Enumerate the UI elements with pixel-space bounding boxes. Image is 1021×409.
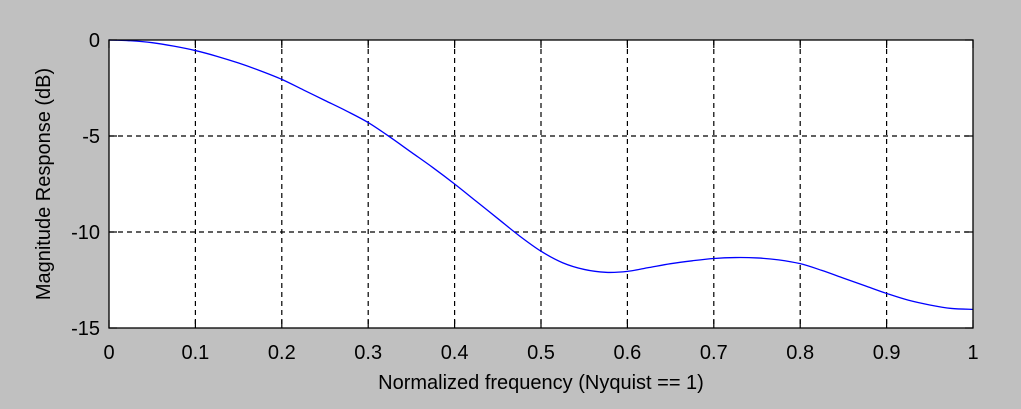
x-tick-labels: 0 0.1 0.2 0.3 0.4 0.5 0.6 0.7 0.8 0.9 1 xyxy=(103,342,978,364)
y-tick-labels: 0 -5 -10 -15 xyxy=(71,30,100,340)
x-tick-label: 0 xyxy=(103,342,114,364)
x-tick-label: 0.5 xyxy=(527,342,555,364)
x-tick-label: 0.4 xyxy=(441,342,469,364)
x-tick-label: 0.8 xyxy=(786,342,814,364)
x-tick-label: 1 xyxy=(967,342,978,364)
x-tick-label: 0.6 xyxy=(613,342,641,364)
x-tick-label: 0.2 xyxy=(268,342,296,364)
x-axis-label: Normalized frequency (Nyquist == 1) xyxy=(378,372,704,394)
x-tick-label: 0.7 xyxy=(700,342,728,364)
x-tick-label: 0.1 xyxy=(181,342,209,364)
y-tick-label: -15 xyxy=(71,318,100,340)
y-tick-label: 0 xyxy=(89,30,100,52)
y-tick-label: -5 xyxy=(82,126,100,148)
x-tick-label: 0.3 xyxy=(354,342,382,364)
y-tick-label: -10 xyxy=(71,222,100,244)
y-axis-label: Magnitude Response (dB) xyxy=(33,68,55,300)
x-tick-label: 0.9 xyxy=(873,342,901,364)
magnitude-response-line xyxy=(108,39,974,311)
plot-frame xyxy=(108,39,974,329)
